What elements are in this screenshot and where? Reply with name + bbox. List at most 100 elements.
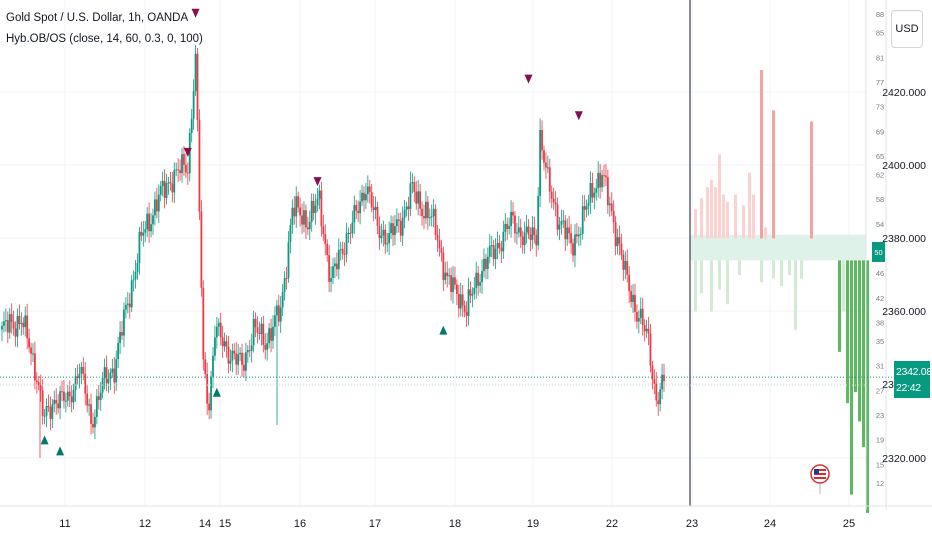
candle-body xyxy=(634,294,636,312)
candle-body xyxy=(366,186,369,195)
candle-body xyxy=(450,275,452,293)
symbol-title[interactable]: Gold Spot / U.S. Dollar, 1h, OANDA xyxy=(6,12,189,24)
candle-body xyxy=(539,130,542,196)
candle-body xyxy=(543,150,545,163)
indicator-legend[interactable]: Hyb.OB/OS (close, 14, 60, 0.3, 0, 100) xyxy=(6,33,203,45)
candle-body xyxy=(35,380,38,383)
candle-body xyxy=(630,291,632,302)
candle-body xyxy=(626,261,629,275)
candle-body xyxy=(121,332,123,336)
candle-body xyxy=(649,333,652,366)
overbought-marker xyxy=(191,8,200,18)
candle-body xyxy=(78,373,81,379)
currency-button[interactable]: USD xyxy=(891,10,923,48)
oscillator-scale-marker: 50 xyxy=(872,242,885,262)
candle-body xyxy=(68,391,71,397)
candle-body xyxy=(343,253,346,255)
candle-body xyxy=(217,322,220,327)
candle-body xyxy=(90,404,92,424)
candle-body xyxy=(22,322,25,328)
candle-body xyxy=(264,344,267,350)
candle-body xyxy=(382,229,385,236)
candle-body xyxy=(318,190,321,199)
buy-pressure-bar xyxy=(694,260,697,312)
time-tick-label: 11 xyxy=(59,518,70,530)
candle-body xyxy=(202,287,205,360)
candle-body xyxy=(506,223,509,229)
candle-body xyxy=(548,167,551,192)
candle-body xyxy=(181,154,183,174)
candle-body xyxy=(266,343,269,350)
candle-body xyxy=(370,192,373,208)
candle-body xyxy=(438,240,441,249)
candle-body xyxy=(473,288,476,294)
bar-countdown: 22:42 xyxy=(896,382,921,394)
candle-body xyxy=(305,210,307,228)
candle-body xyxy=(545,162,547,168)
candle-body xyxy=(341,249,344,254)
candle-body xyxy=(72,390,75,403)
candle-body xyxy=(529,234,532,240)
candle-body xyxy=(457,293,460,309)
candle-body xyxy=(485,258,487,269)
candle-body xyxy=(291,207,294,225)
candle-body xyxy=(390,223,392,234)
buy-pressure-bar xyxy=(738,260,741,275)
candle-body xyxy=(105,367,108,384)
candle-body xyxy=(432,208,435,217)
time-tick-label: 12 xyxy=(139,518,151,530)
candle-body xyxy=(99,392,102,400)
candle-body xyxy=(349,233,352,235)
candle-body xyxy=(94,416,96,428)
candle-body xyxy=(481,271,483,283)
candle-body xyxy=(423,216,425,219)
candle-body xyxy=(119,332,121,343)
candle-body xyxy=(161,180,164,187)
candle-body xyxy=(274,315,276,327)
osc-tick-label: 81 xyxy=(876,53,884,62)
candle-body xyxy=(297,196,300,208)
candle-body xyxy=(380,235,383,239)
candle-body xyxy=(368,186,371,193)
candle-body xyxy=(188,132,191,174)
sell-pressure-bar xyxy=(760,70,763,239)
candle-body xyxy=(169,182,172,184)
candle-body xyxy=(517,227,520,233)
candle-body xyxy=(179,170,181,174)
candle-body xyxy=(411,182,414,184)
candle-body xyxy=(308,221,311,230)
candle-body xyxy=(618,237,621,244)
candle-body xyxy=(285,278,288,280)
osc-tick-label: 65 xyxy=(876,152,884,161)
candle-body xyxy=(587,202,590,206)
candle-body xyxy=(467,289,470,316)
candle-body xyxy=(401,217,404,236)
candle-body xyxy=(200,211,203,288)
candle-body xyxy=(614,221,617,247)
candle-body xyxy=(95,396,98,417)
candle-body xyxy=(227,346,230,364)
candle-body xyxy=(260,323,263,335)
candle-body xyxy=(250,345,253,351)
candle-body xyxy=(527,226,530,235)
candle-body xyxy=(248,350,251,352)
candle-body xyxy=(558,224,561,230)
buy-pressure-bar xyxy=(794,260,797,330)
sell-pressure-bar xyxy=(742,205,745,239)
sell-pressure-bar xyxy=(764,227,767,239)
candle-body xyxy=(496,242,499,249)
candle-body xyxy=(103,367,106,378)
candle-body xyxy=(616,237,619,247)
candle-body xyxy=(394,226,396,236)
candle-body xyxy=(165,183,168,198)
candle-body xyxy=(541,130,543,151)
buy-pressure-bar xyxy=(838,260,841,352)
us-flag-event-icon[interactable] xyxy=(810,464,830,494)
candle-body xyxy=(3,321,5,326)
candle-body xyxy=(566,227,569,240)
sell-pressure-bar xyxy=(734,194,737,239)
candle-body xyxy=(488,245,491,257)
candle-body xyxy=(28,338,30,348)
candle-body xyxy=(14,328,17,337)
